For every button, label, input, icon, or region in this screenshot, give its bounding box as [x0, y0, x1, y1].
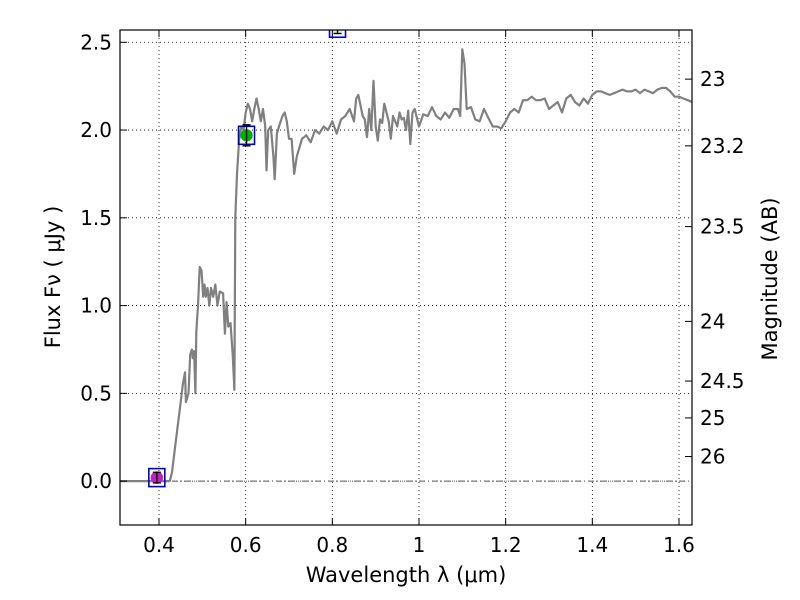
right-tick-label: 26	[700, 445, 725, 469]
x-ticks: 0.4 0.6 0.8 1 1.2 1.4 1.6	[143, 30, 695, 557]
spectrum-layer	[120, 48, 692, 483]
y-axis-label: Flux Fν ( μJy )	[41, 206, 65, 349]
right-tick-label: 24	[700, 309, 725, 333]
x-tick-label: 0.4	[143, 533, 175, 557]
y-ticks: 0.0 0.5 1.0 1.5 2.0 2.5	[80, 30, 127, 493]
photometry-point	[148, 467, 166, 488]
right-tick-label: 23.2	[700, 134, 745, 158]
x-tick-label: 0.8	[316, 533, 348, 557]
plot-frame	[119, 29, 693, 526]
x-tick-label: 1	[413, 533, 426, 557]
y-tick-label: 1.0	[80, 294, 112, 318]
right-tick-label: 24.5	[700, 369, 745, 393]
photometry-box	[328, 30, 347, 39]
grid-lines	[120, 30, 692, 525]
plot-background	[120, 30, 692, 525]
right-axis-label: Magnitude (AB)	[758, 197, 782, 360]
y-tick-label: 2.0	[80, 118, 112, 142]
right-tick-label: 23.5	[700, 215, 745, 239]
y-tick-label: 2.5	[80, 30, 112, 54]
photometry-box	[148, 467, 166, 488]
right-tick-label: 23	[700, 67, 725, 91]
right-tick-label: 25	[700, 406, 725, 430]
y-tick-label: 0.0	[80, 469, 112, 493]
photometry-point	[328, 30, 347, 39]
photometry-point	[237, 124, 256, 147]
x-tick-label: 1.2	[490, 533, 522, 557]
photometry-layer	[148, 30, 347, 488]
x-tick-label: 1.4	[576, 533, 608, 557]
x-tick-label: 1.6	[663, 533, 695, 557]
y-tick-label: 1.5	[80, 206, 112, 230]
x-axis-label: Wavelength λ (μm)	[306, 563, 507, 587]
right-ticks: 23 23.2 23.5 24 24.5 25 26	[685, 67, 745, 469]
y-tick-label: 0.5	[80, 381, 112, 405]
spectrum-line	[120, 48, 692, 483]
x-tick-label: 0.6	[230, 533, 262, 557]
